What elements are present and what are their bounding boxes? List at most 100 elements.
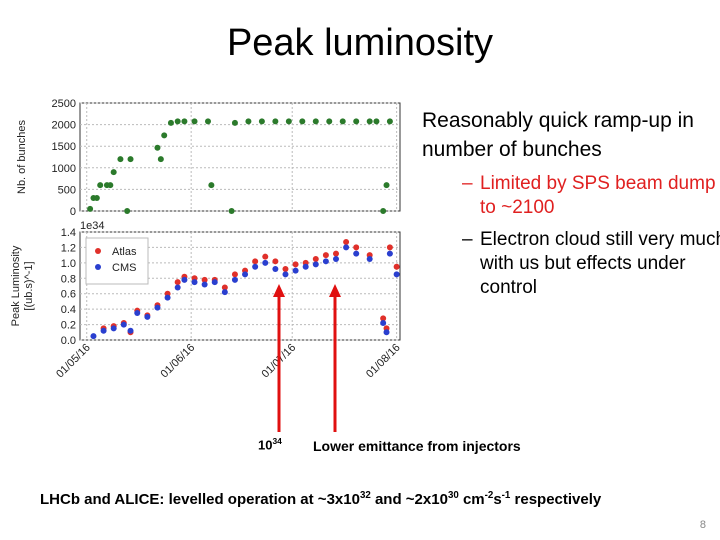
footnote-text: s: [493, 491, 502, 508]
point: [97, 182, 104, 189]
y-tick-label: 2000: [52, 120, 76, 132]
point: [380, 208, 387, 214]
footnote-sup: 30: [447, 490, 459, 501]
point: [208, 182, 215, 189]
point: [221, 289, 228, 296]
y-tick-label: 0.6: [61, 289, 76, 301]
y-tick-label: 0: [70, 206, 76, 218]
bullet-dash: –: [462, 229, 473, 250]
point: [353, 250, 360, 257]
bullet-main: Reasonably quick ramp-up in number of bu…: [422, 109, 694, 161]
point: [134, 310, 141, 316]
y-tick-label: 0.8: [61, 273, 76, 285]
point: [252, 263, 259, 270]
x-tick-label: 01/06/16: [159, 342, 198, 381]
point: [312, 118, 319, 125]
point: [117, 156, 124, 163]
footnote-text: respectively: [510, 491, 602, 508]
point: [144, 313, 151, 320]
legend-marker: [95, 264, 101, 270]
point: [164, 294, 171, 301]
point: [201, 276, 208, 283]
point: [167, 119, 174, 126]
point: [383, 182, 390, 189]
y-tick-label: 1.2: [61, 242, 76, 254]
point: [322, 252, 329, 259]
arrow-head: [329, 284, 341, 297]
legend-marker: [95, 248, 101, 254]
footnote-sup: -2: [484, 490, 494, 501]
point: [292, 267, 299, 274]
point: [174, 284, 181, 291]
point: [353, 244, 360, 251]
legend-label: Atlas: [112, 246, 137, 258]
bullet-dash: –: [462, 173, 473, 194]
point: [181, 118, 188, 125]
plot-area: [79, 102, 401, 212]
point: [127, 156, 134, 163]
point: [231, 271, 238, 278]
point: [157, 156, 164, 163]
point: [326, 118, 333, 125]
point: [181, 276, 188, 283]
point: [258, 118, 265, 125]
point: [386, 244, 393, 251]
annotation-left: 1034: [258, 436, 282, 452]
annotation-right: Lower emittance from injectors: [313, 438, 521, 454]
point: [272, 258, 279, 265]
point: [333, 256, 339, 262]
point: [191, 279, 198, 286]
point: [386, 250, 393, 257]
point: [380, 315, 387, 322]
footnote-sup: 32: [359, 490, 371, 501]
footnote-text: LHCb and ALICE: levelled operation at ~3…: [40, 491, 360, 508]
point: [87, 205, 94, 212]
point: [343, 244, 350, 251]
footnote: LHCb and ALICE: levelled operation at ~3…: [40, 490, 601, 508]
footnote-text: and ~2x10: [370, 491, 448, 508]
point: [161, 132, 168, 139]
y-axis-label: Peak Luminosity: [10, 245, 22, 326]
y-tick-label: 0.2: [61, 320, 76, 332]
point: [191, 118, 198, 125]
point: [93, 195, 100, 202]
point: [90, 333, 97, 340]
point: [393, 263, 400, 270]
y-tick-label: 1000: [52, 163, 76, 175]
y-tick-label: 1.0: [61, 258, 76, 270]
sub-bullet: – Limited by SPS beam dump to ~2100: [462, 172, 720, 220]
point: [386, 118, 393, 125]
sub-bullet: – Electron cloud still very much with us …: [462, 228, 720, 300]
point: [312, 256, 319, 262]
y-axis-label: [(ub.s)^-1]: [23, 261, 35, 310]
point: [231, 276, 238, 283]
point: [174, 279, 181, 286]
point: [282, 266, 289, 273]
x-tick-label: 01/05/16: [54, 342, 93, 381]
axis-offset: 1e34: [80, 220, 104, 232]
point: [339, 118, 346, 125]
y-axis-label: Nb. of bunches: [16, 120, 28, 194]
annotation-base: 10: [258, 437, 273, 453]
y-tick-label: 500: [58, 184, 76, 196]
point: [312, 261, 319, 268]
point: [366, 256, 373, 262]
legend-box: [85, 237, 149, 285]
slide-title: Peak luminosity: [226, 22, 494, 64]
point: [353, 118, 360, 125]
y-tick-label: 2500: [52, 98, 76, 110]
point: [262, 253, 269, 260]
point: [201, 281, 208, 288]
point: [221, 284, 228, 291]
point: [380, 320, 387, 327]
point: [333, 250, 339, 257]
point: [242, 271, 249, 278]
x-tick-label: 01/08/16: [364, 342, 403, 381]
y-tick-label: 0.4: [61, 304, 76, 316]
point: [211, 279, 218, 286]
point: [282, 271, 289, 278]
point: [127, 327, 134, 334]
point: [174, 118, 181, 125]
